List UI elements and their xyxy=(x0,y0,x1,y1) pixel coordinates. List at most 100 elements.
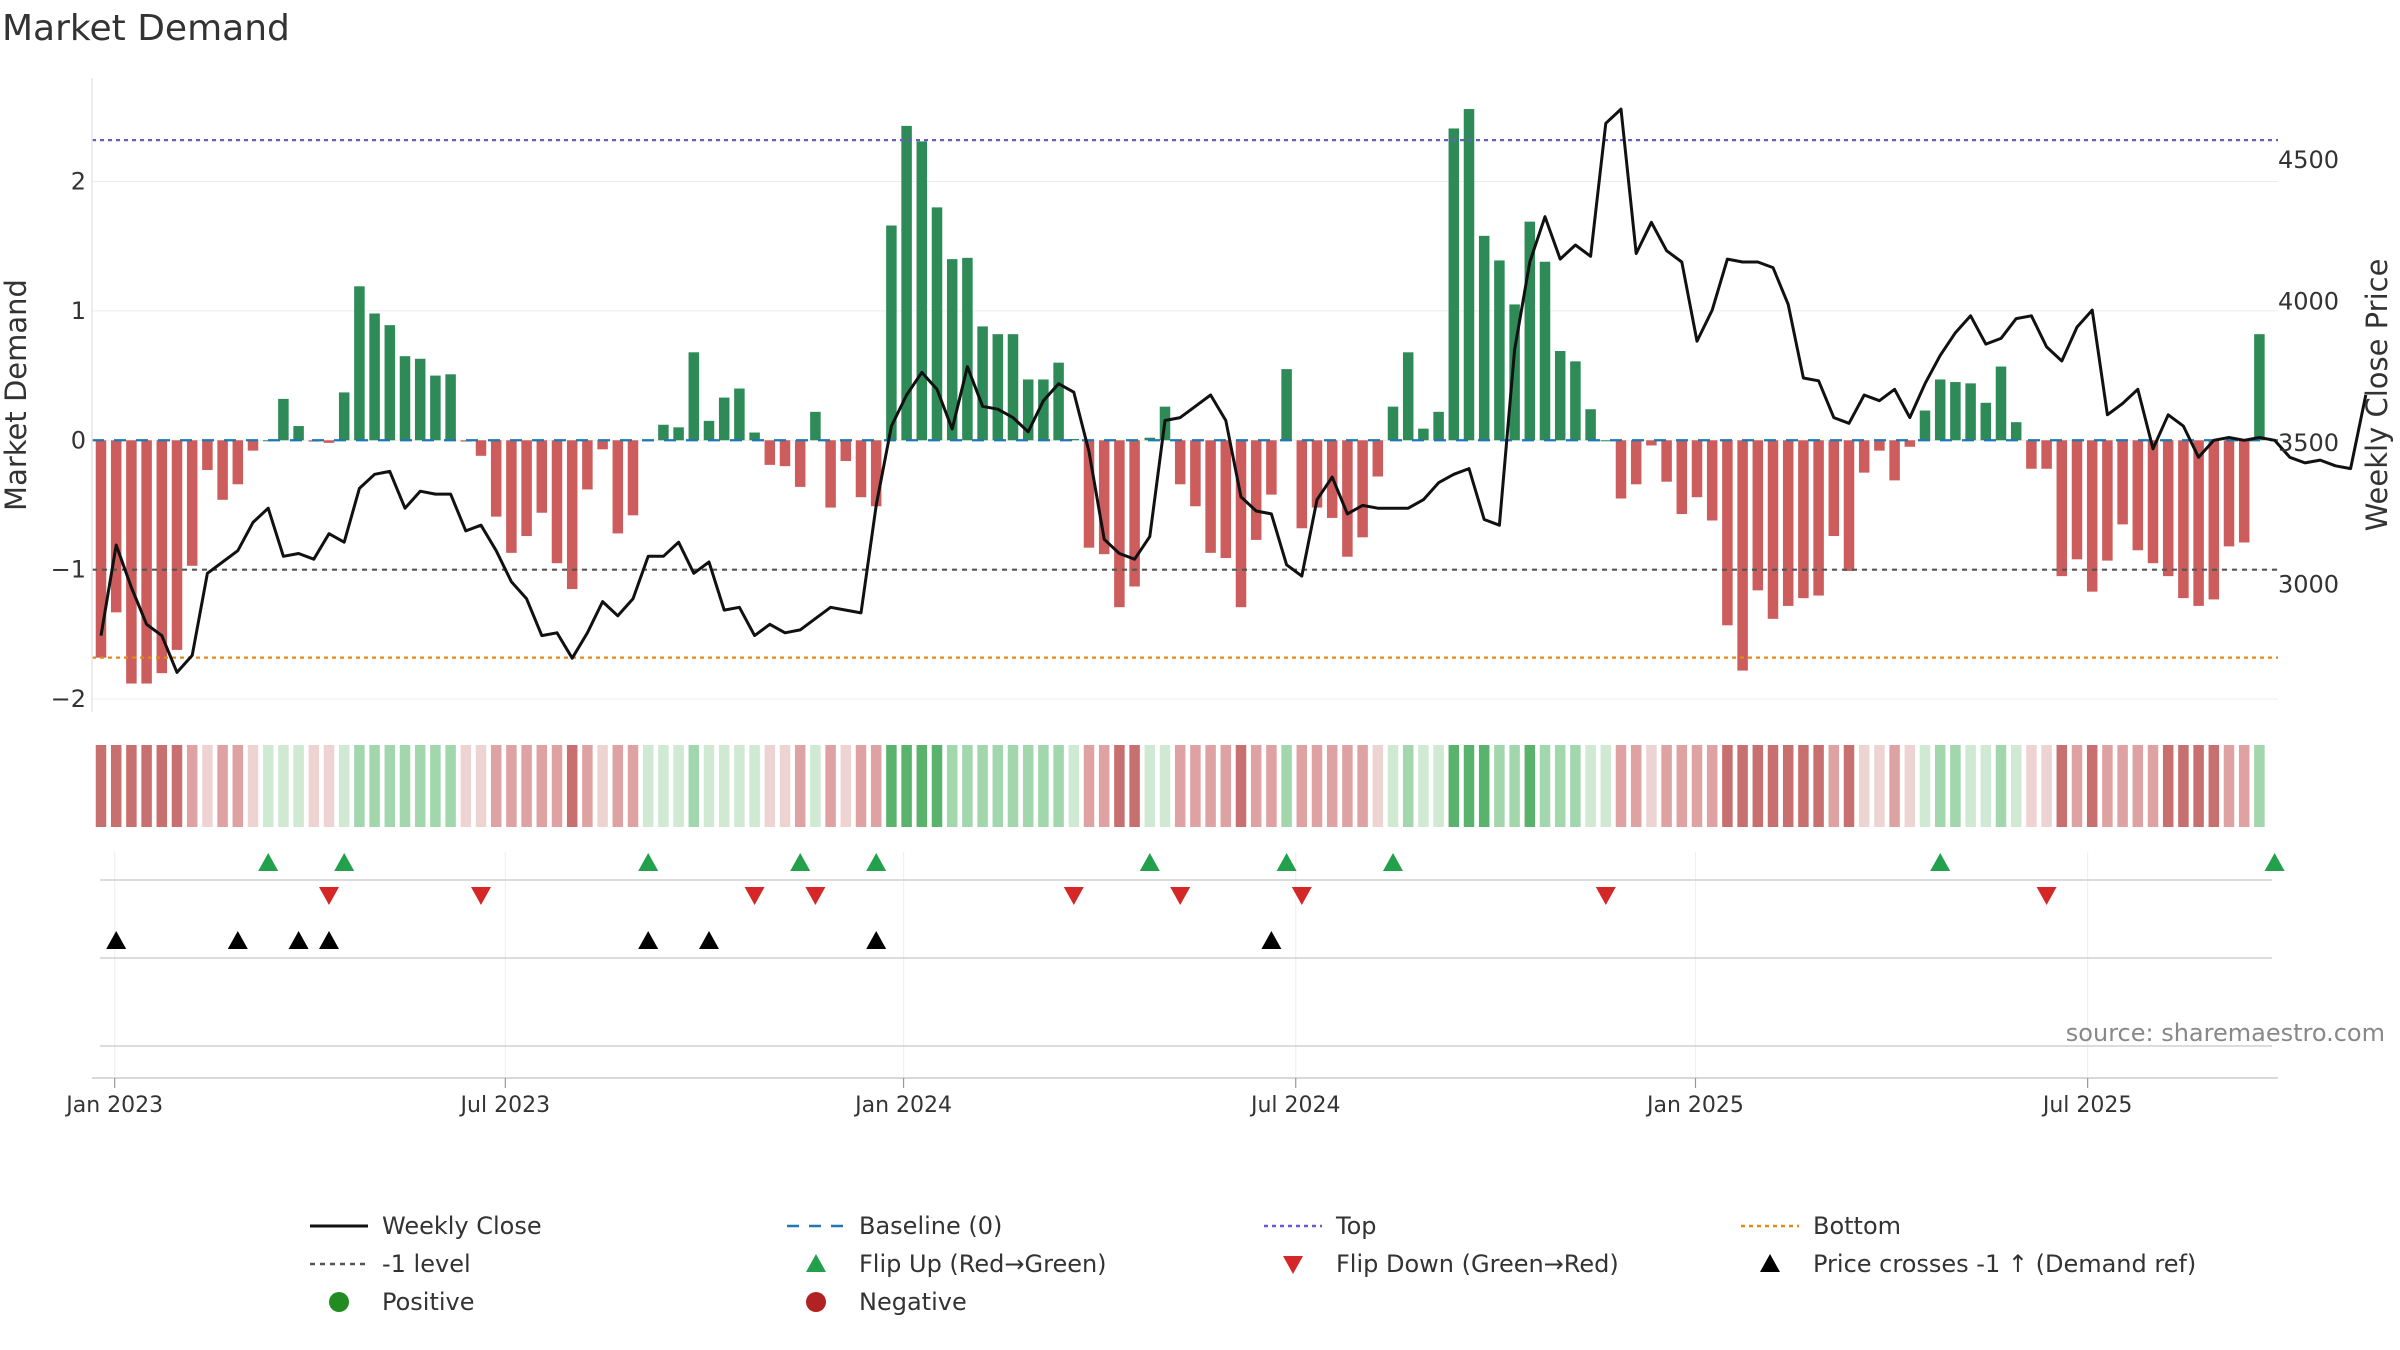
demand-bar-positive xyxy=(338,392,350,441)
demand-bar-positive xyxy=(1950,382,1961,441)
date-axis: Jan 2023 Jul 2023 Jan 2024 Jul 2024 Jan 2025… xyxy=(64,1077,2278,1118)
strip-cell xyxy=(1448,745,1460,827)
demand-bar-positive xyxy=(946,259,958,441)
strip-cell xyxy=(186,745,198,827)
strip-cell xyxy=(247,745,259,827)
y-tick-label: 0 xyxy=(71,426,86,454)
flip-up-marker xyxy=(790,853,811,871)
demand-bar-negative xyxy=(1767,440,1779,619)
strip-cell xyxy=(1418,745,1429,827)
demand-bar-negative xyxy=(110,440,122,613)
date-tick-label: Jul 2024 xyxy=(1249,1093,1341,1118)
strip-cell xyxy=(1144,745,1156,827)
demand-bar-negative xyxy=(2056,440,2068,577)
strip-cell xyxy=(1098,745,1110,827)
strip-cell xyxy=(1007,745,1019,827)
strip-cell xyxy=(1235,745,1247,827)
strip-cell xyxy=(703,745,715,827)
demand-bar-positive xyxy=(1585,409,1596,441)
strip-cell xyxy=(1387,745,1399,827)
demand-bar-positive xyxy=(749,432,760,441)
demand-bar-negative xyxy=(2102,440,2113,561)
demand-bar-positive xyxy=(278,398,289,441)
y2-tick-label: 4500 xyxy=(2278,146,2339,174)
strip-cell xyxy=(1433,745,1444,827)
y2-axis-label: Weekly Close Price xyxy=(2360,259,2394,532)
strip-cell xyxy=(1813,745,1824,827)
strip-cell xyxy=(2117,745,2128,827)
strip-cell xyxy=(1083,745,1095,827)
legend-label: Baseline (0) xyxy=(859,1212,1002,1240)
strip-cell xyxy=(946,745,958,827)
strip-cell xyxy=(2041,745,2052,827)
demand-bar-negative xyxy=(1722,440,1733,626)
demand-bar-positive xyxy=(1570,361,1581,441)
demand-bar-negative xyxy=(1661,440,1672,482)
demand-bar-positive xyxy=(430,375,441,441)
demand-bar-negative xyxy=(612,440,624,534)
strip-cell xyxy=(612,745,624,827)
demand-bar-positive xyxy=(1524,221,1536,441)
strip-cell xyxy=(323,745,335,827)
strip-cell xyxy=(354,745,365,827)
strip-cell xyxy=(1463,745,1475,827)
strip-cell xyxy=(886,745,897,827)
demand-bar-negative xyxy=(1615,440,1627,499)
strip-cell xyxy=(992,745,1004,827)
demand-bar-negative xyxy=(1676,440,1688,515)
strip-cell xyxy=(901,745,912,827)
strip-cell xyxy=(2026,745,2037,827)
demand-bar-negative xyxy=(1250,440,1262,540)
strip-cell xyxy=(232,745,244,827)
strip-cell xyxy=(1767,745,1779,827)
strip-cell xyxy=(2147,745,2159,827)
demand-bar-negative xyxy=(2026,440,2037,469)
strip-cell xyxy=(1174,745,1186,827)
strip-cell xyxy=(916,745,928,827)
demand-bar-negative xyxy=(186,440,198,566)
demand-bar-negative xyxy=(2178,440,2189,599)
flip-up-marker xyxy=(866,853,887,871)
strip-cell xyxy=(977,745,988,827)
strip-cell xyxy=(688,745,700,827)
legend-label: -1 level xyxy=(382,1250,471,1278)
strip-cell xyxy=(1965,745,1976,827)
demand-bar-negative xyxy=(1782,440,1794,606)
strip-cell xyxy=(1798,745,1809,827)
price-cross-marker xyxy=(638,931,659,949)
demand-bar-negative xyxy=(126,440,137,684)
demand-bar-negative xyxy=(1235,440,1247,608)
legend-label: Bottom xyxy=(1813,1212,1901,1240)
strip-cell xyxy=(110,745,122,827)
weekly-close-series xyxy=(99,107,2368,674)
strip-cell xyxy=(1326,745,1338,827)
demand-bar-positive xyxy=(1433,411,1444,441)
strip-cell xyxy=(1752,745,1764,827)
demand-bar-positive xyxy=(1965,383,1976,441)
strip-cell xyxy=(2071,745,2083,827)
demand-bar-negative xyxy=(1220,440,1232,559)
demand-bar-positive xyxy=(1934,379,1946,441)
flip-up-marker xyxy=(2264,853,2285,871)
strip-cell xyxy=(2193,745,2204,827)
strip-cell xyxy=(2178,745,2189,827)
demand-bar-negative xyxy=(1813,440,1824,596)
date-tick-label: Jan 2024 xyxy=(853,1093,952,1118)
demand-bar-positive xyxy=(369,313,380,441)
strip-cell xyxy=(308,745,320,827)
strip-cell xyxy=(1737,745,1748,827)
strip-cell xyxy=(2208,745,2220,827)
strip-cell xyxy=(460,745,472,827)
demand-bar-positive xyxy=(1418,428,1429,441)
demand-bars xyxy=(95,109,2265,684)
strip-cell xyxy=(1478,745,1490,827)
strip-cell xyxy=(642,745,654,827)
price-cross-marker xyxy=(288,931,309,949)
demand-bar-negative xyxy=(1691,440,1703,498)
demand-bar-negative xyxy=(1372,440,1384,477)
demand-bar-negative xyxy=(490,440,502,517)
demand-bar-negative xyxy=(551,440,563,564)
demand-bar-positive xyxy=(1509,304,1520,441)
strip-cell xyxy=(1539,745,1551,827)
demand-bar-negative xyxy=(1904,440,1916,447)
